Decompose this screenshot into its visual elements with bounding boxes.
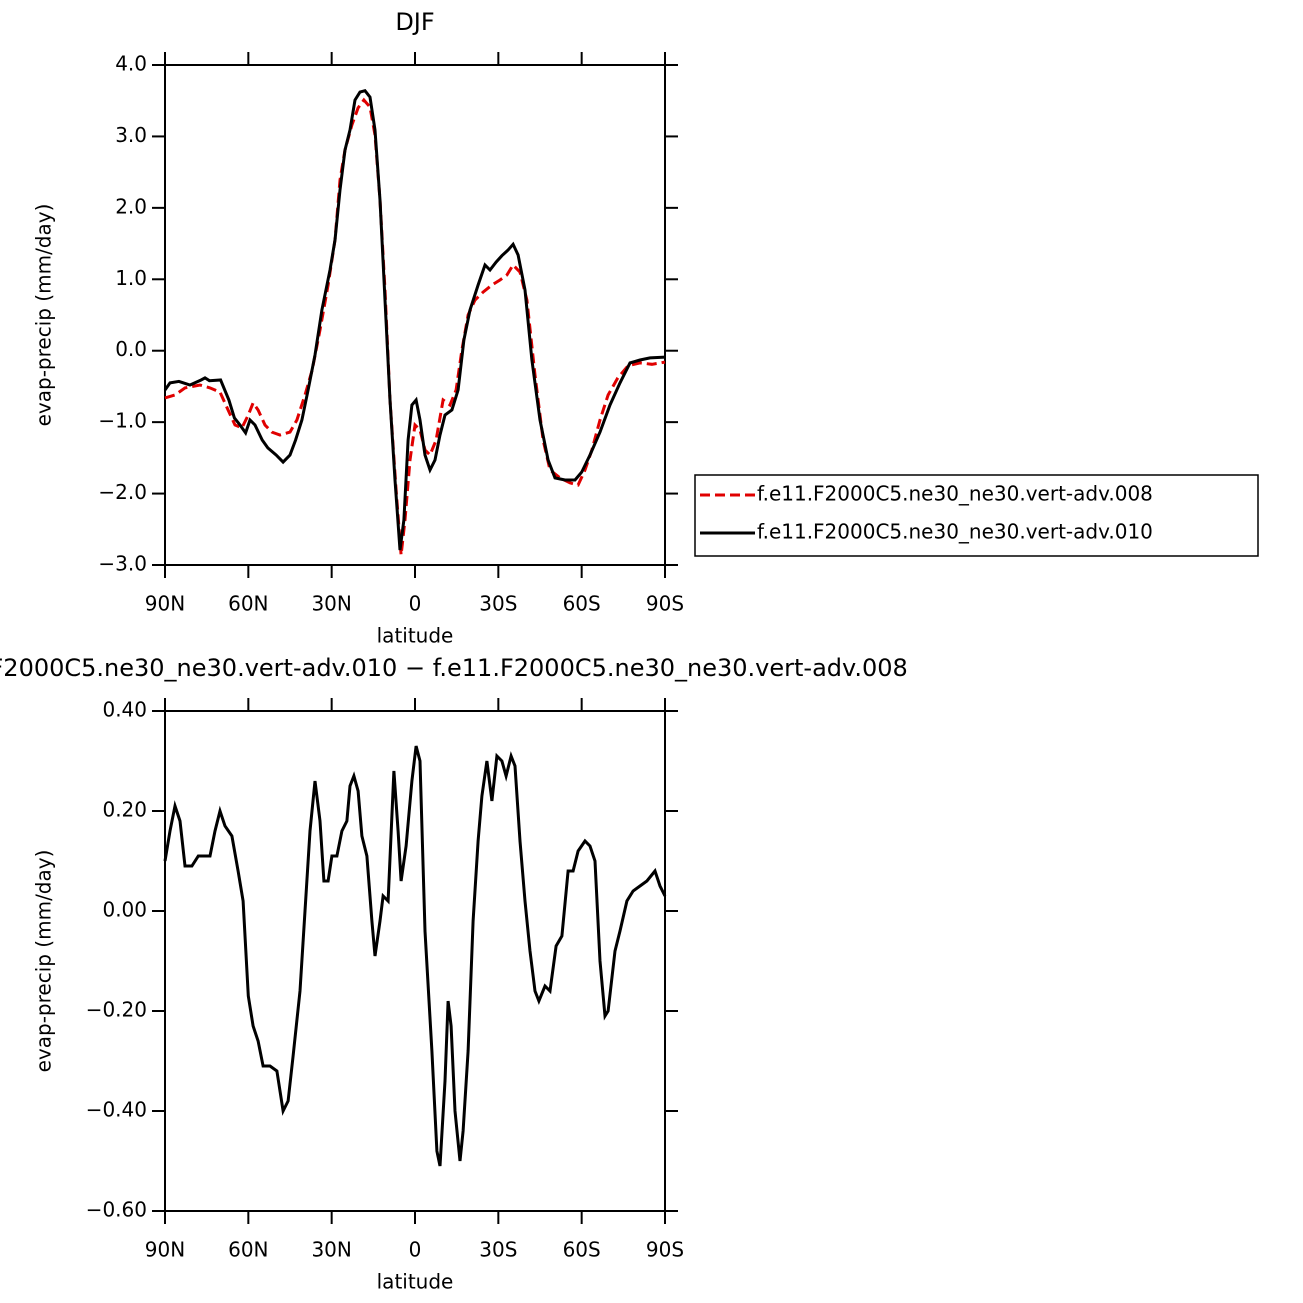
y-tick-label: 3.0 bbox=[115, 123, 147, 147]
x-tick-label: 30S bbox=[479, 592, 517, 616]
y-tick-label: −0.40 bbox=[86, 1098, 147, 1122]
y-tick-label: 2.0 bbox=[115, 194, 147, 218]
x-tick-label: 30S bbox=[479, 1238, 517, 1262]
y-tick-label: 0.40 bbox=[102, 698, 147, 722]
legend-label: f.e11.F2000C5.ne30_ne30.vert-adv.008 bbox=[757, 482, 1153, 506]
y-tick-label: 1.0 bbox=[115, 266, 147, 290]
y-axis-label: evap-precip (mm/day) bbox=[32, 850, 56, 1073]
x-tick-label: 0 bbox=[409, 592, 422, 616]
x-tick-label: 90S bbox=[646, 592, 684, 616]
chart-title: DJF bbox=[395, 8, 434, 36]
y-tick-label: −0.60 bbox=[86, 1198, 147, 1222]
x-axis-label: latitude bbox=[377, 1270, 454, 1294]
y-tick-label: −0.20 bbox=[86, 998, 147, 1022]
x-tick-label: 90N bbox=[145, 1238, 185, 1262]
series-line bbox=[163, 88, 666, 551]
legend-box bbox=[694, 474, 1259, 557]
x-tick-label: 60S bbox=[563, 1238, 601, 1262]
series-line bbox=[164, 97, 666, 556]
y-tick-label: −2.0 bbox=[98, 480, 147, 504]
y-axis-label: evap-precip (mm/day) bbox=[32, 204, 56, 427]
y-tick-label: 0.00 bbox=[102, 898, 147, 922]
y-tick-label: 0.0 bbox=[115, 337, 147, 361]
y-tick-label: −1.0 bbox=[98, 409, 147, 433]
series-line bbox=[163, 745, 667, 1167]
plot-frame bbox=[164, 64, 666, 566]
chart-title: f.e11.F2000C5.ne30_ne30.vert-adv.010 − f… bbox=[0, 654, 908, 682]
x-tick-label: 60N bbox=[228, 592, 268, 616]
x-tick-label: 60N bbox=[228, 1238, 268, 1262]
x-tick-label: 60S bbox=[563, 592, 601, 616]
plot-frame bbox=[164, 710, 666, 1212]
x-tick-label: 30N bbox=[311, 592, 351, 616]
x-axis-label: latitude bbox=[377, 624, 454, 648]
y-tick-label: 0.20 bbox=[102, 798, 147, 822]
y-tick-label: −3.0 bbox=[98, 552, 147, 576]
x-tick-label: 90S bbox=[646, 1238, 684, 1262]
x-tick-label: 30N bbox=[311, 1238, 351, 1262]
x-tick-label: 0 bbox=[409, 1238, 422, 1262]
y-tick-label: 4.0 bbox=[115, 52, 147, 76]
legend-label: f.e11.F2000C5.ne30_ne30.vert-adv.010 bbox=[757, 520, 1153, 544]
x-tick-label: 90N bbox=[145, 592, 185, 616]
